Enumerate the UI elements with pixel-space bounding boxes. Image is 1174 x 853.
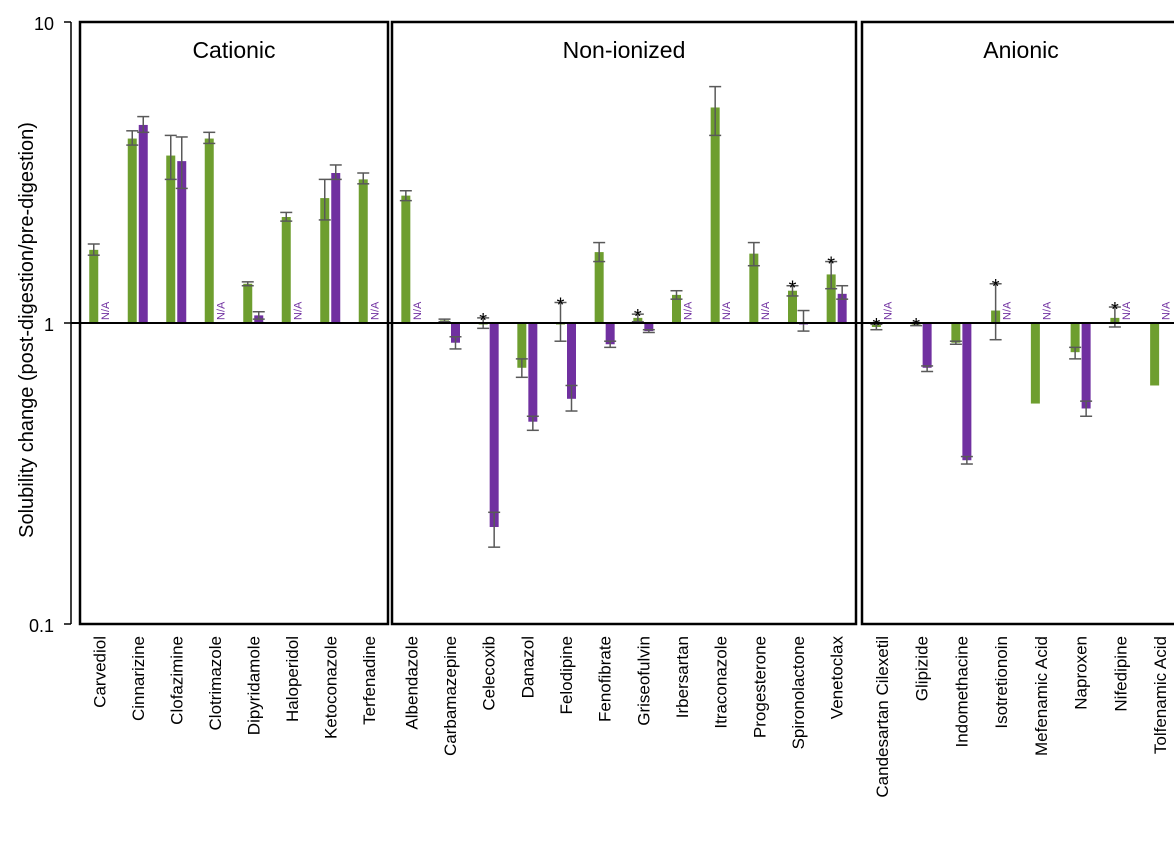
bar-a bbox=[320, 198, 330, 323]
bar-b bbox=[451, 323, 460, 343]
significance-star: * bbox=[872, 315, 880, 337]
category-label: Isotretionoin bbox=[992, 636, 1011, 729]
na-label: N/A bbox=[100, 301, 112, 320]
category-label: Dipyridamole bbox=[244, 636, 263, 735]
significance-star: * bbox=[789, 278, 797, 300]
significance-star: * bbox=[479, 310, 487, 332]
category-label: Fenofibrate bbox=[596, 636, 615, 722]
category-label: Indomethacine bbox=[952, 636, 971, 748]
category-label: Tolfenamic Acid bbox=[1151, 636, 1170, 754]
na-label: N/A bbox=[683, 301, 695, 320]
category-label: Haloperidol bbox=[283, 636, 302, 722]
y-axis-label: Solubility change (post-digestion/pre-di… bbox=[16, 122, 38, 538]
na-label: N/A bbox=[721, 301, 733, 320]
bar-a bbox=[358, 179, 368, 323]
bar-b bbox=[489, 323, 499, 528]
category-label: Naproxen bbox=[1072, 636, 1091, 710]
bar-a bbox=[243, 283, 253, 323]
bar-a bbox=[401, 195, 411, 323]
na-label: N/A bbox=[1121, 301, 1133, 320]
bar-a bbox=[166, 155, 176, 323]
category-label: Griseofulvin bbox=[634, 636, 653, 726]
category-label: Carvediol bbox=[90, 636, 109, 708]
bar-b bbox=[922, 323, 932, 368]
significance-star: * bbox=[912, 315, 920, 337]
category-label: Venetoclax bbox=[828, 636, 847, 720]
bar-b bbox=[567, 323, 576, 399]
bar-b bbox=[962, 323, 972, 461]
bar-a bbox=[281, 216, 291, 323]
significance-star: * bbox=[992, 276, 1000, 298]
bar-a bbox=[127, 138, 137, 323]
significance-star: * bbox=[1111, 299, 1119, 321]
y-tick-label: 0.1 bbox=[29, 616, 54, 636]
na-label: N/A bbox=[369, 301, 381, 320]
na-label: N/A bbox=[760, 301, 772, 320]
bar-a bbox=[951, 323, 961, 343]
bar-a bbox=[1070, 323, 1080, 353]
na-label: N/A bbox=[292, 301, 304, 320]
significance-star: * bbox=[827, 254, 835, 276]
na-label: N/A bbox=[1161, 301, 1173, 320]
na-label: N/A bbox=[1002, 301, 1014, 320]
bar-a bbox=[826, 274, 836, 323]
bar-b bbox=[138, 124, 148, 323]
significance-star: * bbox=[557, 294, 565, 316]
category-label: Nifedipine bbox=[1111, 636, 1130, 712]
group-title-non-ionized: Non-ionized bbox=[563, 37, 686, 63]
bar-b bbox=[837, 293, 847, 323]
category-label: Candesartan Cilexetil bbox=[873, 636, 892, 798]
group-title-cationic: Cationic bbox=[192, 37, 275, 63]
bar-a bbox=[594, 252, 604, 323]
bar-b bbox=[605, 323, 615, 345]
category-label: Irbersartan bbox=[673, 636, 692, 718]
category-label: Albendazole bbox=[402, 636, 421, 730]
bar-a bbox=[749, 253, 759, 323]
category-label: Clofazimine bbox=[167, 636, 186, 725]
bar-a bbox=[788, 290, 797, 323]
category-label: Clotrimazole bbox=[206, 636, 225, 730]
category-label: Felodipine bbox=[557, 636, 576, 714]
na-label: N/A bbox=[215, 301, 227, 320]
group-title-anionic: Anionic bbox=[983, 37, 1058, 63]
bar-b bbox=[331, 173, 341, 323]
bar-b bbox=[644, 323, 654, 332]
bar-b bbox=[1081, 323, 1091, 409]
category-label: Cinnarizine bbox=[129, 636, 148, 721]
category-label: Glipizide bbox=[913, 636, 932, 701]
bar-a bbox=[672, 294, 681, 323]
na-label: N/A bbox=[1041, 301, 1053, 320]
na-label: N/A bbox=[412, 301, 424, 320]
significance-star: * bbox=[634, 306, 642, 328]
chart-marks: Cationic N/A Carvediol Cinnarizine Clofazimi… bbox=[64, 20, 1174, 798]
bar-a bbox=[710, 107, 720, 323]
na-label: N/A bbox=[882, 301, 894, 320]
category-label: Terfenadine bbox=[360, 636, 379, 725]
category-label: Spironolactone bbox=[789, 636, 808, 749]
bar-b bbox=[528, 323, 538, 422]
bar-a bbox=[1030, 323, 1040, 404]
category-label: Danazol bbox=[518, 636, 537, 698]
bar-a bbox=[89, 249, 99, 323]
category-label: Carbamazepine bbox=[441, 636, 460, 756]
y-tick-label: 1 bbox=[44, 315, 54, 335]
category-label: Itraconazole bbox=[712, 636, 731, 729]
category-label: Ketoconazole bbox=[321, 636, 340, 739]
bar-a bbox=[1150, 323, 1160, 386]
category-label: Mefenamic Acid bbox=[1032, 636, 1051, 756]
bar-a bbox=[204, 138, 214, 323]
category-label: Celecoxib bbox=[480, 636, 499, 711]
category-label: Progesterone bbox=[750, 636, 769, 738]
y-tick-label: 10 bbox=[34, 14, 54, 34]
bar-a bbox=[517, 323, 527, 368]
bar-b bbox=[177, 161, 187, 323]
